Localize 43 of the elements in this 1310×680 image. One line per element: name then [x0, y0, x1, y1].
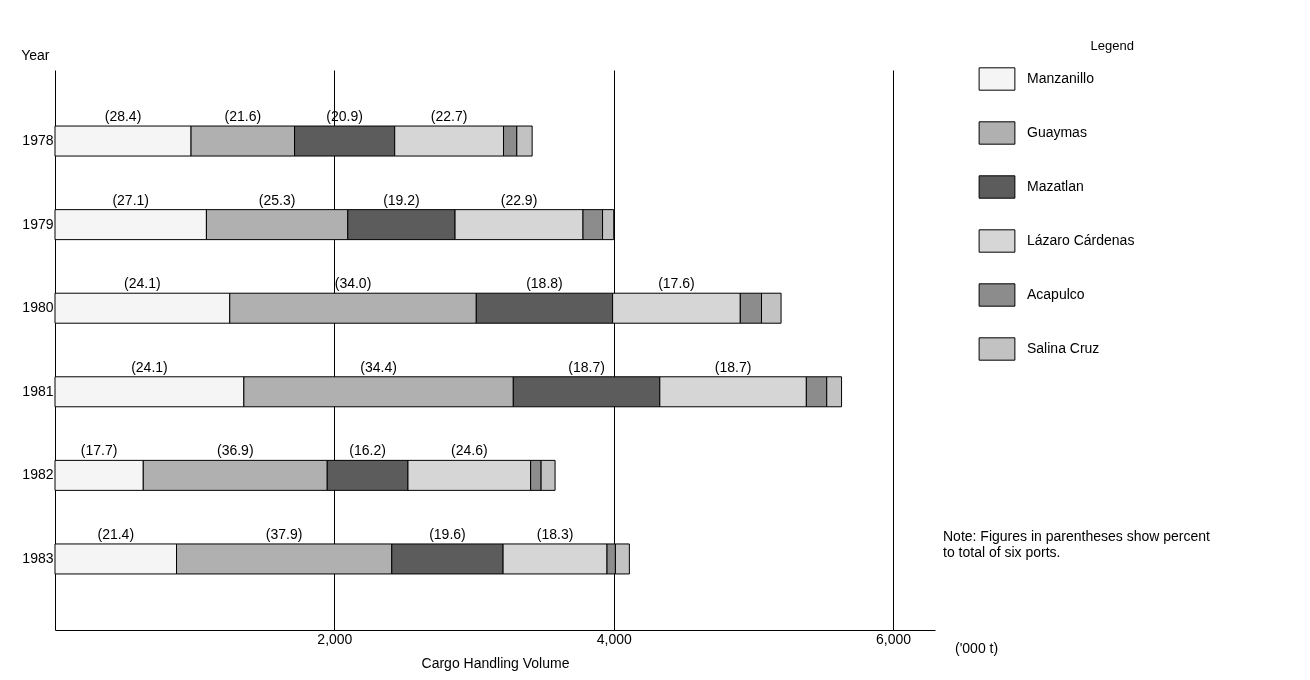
- y-tick-label: 1978: [22, 132, 54, 149]
- annotation: (24.1): [124, 275, 161, 292]
- annotation: (24.6): [451, 442, 488, 459]
- annotation: (19.2): [383, 191, 420, 208]
- annotation: (34.4): [360, 358, 397, 375]
- annotation: (37.9): [265, 525, 303, 542]
- y-tick-label: 1980: [22, 299, 54, 316]
- annotation: (36.9): [216, 442, 254, 459]
- annotation: (22.9): [500, 191, 538, 208]
- y-tick-label: 1979: [22, 215, 54, 232]
- y-tick-label: 1982: [22, 466, 54, 483]
- legend-label: Acapulco: [1027, 286, 1085, 302]
- annotation: (18.7): [714, 358, 752, 375]
- x-tick-label: 4,000: [596, 630, 632, 647]
- legend-label: Lázaro Cárdenas: [1027, 232, 1135, 248]
- text: Note: Figures in parentheses show percent to total of six ports.: [943, 527, 1211, 560]
- annotation: (27.1): [112, 191, 149, 208]
- annotation: (18.8): [526, 275, 563, 292]
- y-tick-label: 1981: [22, 382, 54, 399]
- x-axis-title: Cargo Handling Volume: [421, 654, 570, 671]
- annotation: (19.6): [429, 525, 466, 542]
- legend-title: Legend: [1090, 38, 1134, 53]
- annotation: (18.3): [536, 525, 574, 542]
- annotation: (17.7): [80, 442, 118, 459]
- annotation: (25.3): [258, 191, 296, 208]
- annotation: (21.4): [97, 525, 135, 542]
- legend-label: Guaymas: [1027, 124, 1087, 140]
- annotation: (22.7): [430, 108, 468, 125]
- legend-label: Manzanillo: [1027, 70, 1095, 86]
- x-tick-label: 6,000: [876, 630, 912, 647]
- annotation: (28.4): [104, 108, 142, 125]
- annotation: (16.2): [349, 442, 386, 459]
- annotation: (18.7): [568, 358, 605, 375]
- y-axis-title: Year: [21, 46, 50, 63]
- annotation: (24.1): [131, 358, 168, 375]
- legend-label: Mazatlan: [1027, 178, 1084, 194]
- text: ('000 t): [955, 639, 999, 656]
- x-tick-label: 2,000: [317, 630, 353, 647]
- annotation: (17.6): [658, 275, 695, 292]
- annotation: (34.0): [334, 275, 372, 292]
- y-tick-label: 1983: [22, 549, 54, 566]
- annotation: (21.6): [224, 108, 262, 125]
- legend-label: Salina Cruz: [1027, 340, 1100, 356]
